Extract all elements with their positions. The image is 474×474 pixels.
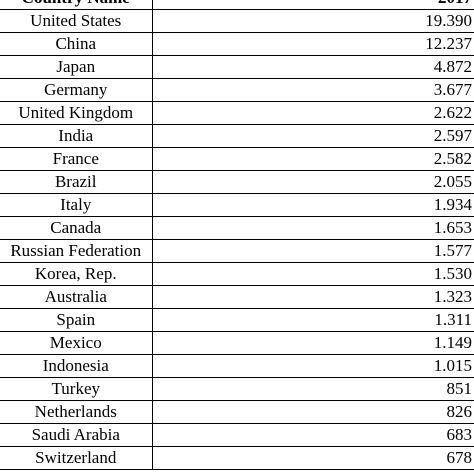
country-name-cell: Australia (0, 285, 153, 309)
gdp-value-cell: 1.934 (152, 193, 474, 217)
country-name-cell: Russian Federation (0, 239, 153, 263)
country-name-cell: Switzerland (0, 446, 153, 470)
country-name-cell: United States (0, 9, 153, 33)
gdp-value-cell: 678 (152, 446, 474, 470)
table-row: Mexico 1.149 (0, 331, 474, 355)
gdp-value-cell: 851 (152, 377, 474, 401)
country-name-cell: Spain (0, 308, 153, 332)
gdp-value-cell: 1.149 (152, 331, 474, 355)
gdp-value-cell: 683 (152, 423, 474, 447)
table-row: Switzerland 678 (0, 446, 474, 470)
country-name-cell: Japan (0, 55, 153, 79)
gdp-value-cell: 2.582 (152, 147, 474, 171)
gdp-value-cell: 1.530 (152, 262, 474, 286)
table-body: United States 19.390 China 12.237 Japan 4.872… (0, 9, 474, 470)
gdp-value-cell: 1.577 (152, 239, 474, 263)
country-name-cell: China (0, 32, 153, 56)
gdp-value-cell: 2.597 (152, 124, 474, 148)
table-row: Korea, Rep. 1.530 (0, 262, 474, 286)
gdp-value-cell: 1.311 (152, 308, 474, 332)
gdp-value-cell: 19.390 (152, 9, 474, 33)
country-name-cell: Canada (0, 216, 153, 240)
gdp-value-cell: 1.653 (152, 216, 474, 240)
country-name-cell: Italy (0, 193, 153, 217)
country-name-cell: Mexico (0, 331, 153, 355)
gdp-value-cell: 4.872 (152, 55, 474, 79)
country-name-cell: Brazil (0, 170, 153, 194)
table-row: Canada 1.653 (0, 216, 474, 240)
gdp-value-cell: 2.622 (152, 101, 474, 125)
table-header-row: Country Name 2017 (0, 0, 474, 10)
country-name-cell: Saudi Arabia (0, 423, 153, 447)
table-row: Brazil 2.055 (0, 170, 474, 194)
table-row: China 12.237 (0, 32, 474, 56)
country-name-cell: Netherlands (0, 400, 153, 424)
country-name-cell: India (0, 124, 153, 148)
table-row: France 2.582 (0, 147, 474, 171)
gdp-value-cell: 2.055 (152, 170, 474, 194)
gdp-value-cell: 826 (152, 400, 474, 424)
table-row: India 2.597 (0, 124, 474, 148)
table-row: Australia 1.323 (0, 285, 474, 309)
header-year: 2017 (152, 0, 474, 10)
gdp-value-cell: 12.237 (152, 32, 474, 56)
table-row: Netherlands 826 (0, 400, 474, 424)
table-row: Saudi Arabia 683 (0, 423, 474, 447)
table-row: Japan 4.872 (0, 55, 474, 79)
gdp-value-cell: 1.015 (152, 354, 474, 378)
country-name-cell: France (0, 147, 153, 171)
table-row: Spain 1.311 (0, 308, 474, 332)
table-row: Russian Federation 1.577 (0, 239, 474, 263)
table-row: Turkey 851 (0, 377, 474, 401)
table-row: Indonesia 1.015 (0, 354, 474, 378)
table-row: United Kingdom 2.622 (0, 101, 474, 125)
country-name-cell: Turkey (0, 377, 153, 401)
country-name-cell: Korea, Rep. (0, 262, 153, 286)
table-row: Germany 3.677 (0, 78, 474, 102)
country-name-cell: Germany (0, 78, 153, 102)
country-name-cell: United Kingdom (0, 101, 153, 125)
country-name-cell: Indonesia (0, 354, 153, 378)
gdp-value-cell: 1.323 (152, 285, 474, 309)
header-country-name: Country Name (0, 0, 153, 10)
gdp-value-cell: 3.677 (152, 78, 474, 102)
table-row: United States 19.390 (0, 9, 474, 33)
table-row: Italy 1.934 (0, 193, 474, 217)
